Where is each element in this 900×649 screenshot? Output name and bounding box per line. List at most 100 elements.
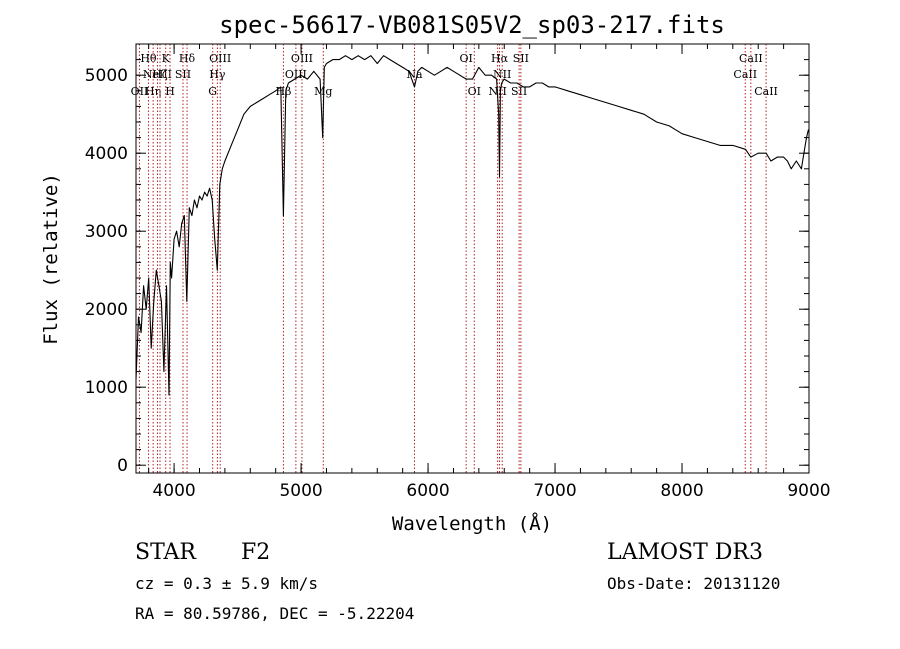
spectral-line-label: Hζ bbox=[152, 68, 168, 81]
spectral-line-label: SII bbox=[513, 52, 529, 65]
x-tick-label: 5000 bbox=[279, 481, 322, 501]
flux-data-point bbox=[307, 78, 308, 80]
flux-data-point bbox=[173, 238, 175, 240]
flux-data-point bbox=[498, 113, 500, 115]
spectral-line-label: CaII bbox=[733, 68, 757, 81]
x-tick-label: 8000 bbox=[660, 481, 703, 501]
flux-data-point bbox=[249, 106, 251, 107]
flux-data-point bbox=[491, 74, 492, 76]
flux-data-point bbox=[496, 78, 497, 80]
spectral-line-label: OI bbox=[459, 52, 472, 65]
flux-data-point bbox=[357, 55, 359, 57]
spectral-line-label: CaII bbox=[754, 85, 778, 98]
flux-data-point bbox=[166, 285, 167, 287]
flux-data-point bbox=[322, 137, 324, 139]
spectral-line-label: OIII bbox=[291, 52, 313, 65]
y-tick-label: 5000 bbox=[85, 66, 128, 86]
flux-data-point bbox=[268, 94, 270, 96]
spectral-line-label: NII bbox=[493, 68, 511, 81]
flux-data-point bbox=[459, 74, 461, 76]
flux-data-point bbox=[522, 86, 524, 88]
flux-data-point bbox=[206, 195, 208, 197]
flux-data-point bbox=[510, 82, 511, 84]
flux-data-point bbox=[256, 102, 257, 103]
flux-data-point bbox=[199, 195, 200, 197]
flux-data-point bbox=[592, 98, 594, 99]
flux-data-point bbox=[332, 59, 334, 60]
flux-data-point bbox=[681, 133, 683, 135]
flux-data-point bbox=[138, 316, 139, 318]
flux-data-point bbox=[262, 98, 264, 99]
chart-title: spec-56617-VB081S05V2_sp03-217.fits bbox=[219, 11, 725, 39]
flux-data-point bbox=[776, 156, 778, 158]
flux-data-point bbox=[707, 141, 708, 142]
redshift-text: cz = 0.3 ± 5.9 km/s bbox=[135, 574, 319, 593]
y-tick-label: 3000 bbox=[85, 222, 128, 242]
spectral-line-label: Na bbox=[406, 68, 423, 81]
flux-data-point bbox=[243, 113, 245, 115]
flux-data-point bbox=[285, 90, 287, 92]
flux-data-point bbox=[656, 121, 657, 123]
flux-data-point bbox=[288, 82, 289, 84]
x-tick-label: 4000 bbox=[152, 481, 195, 501]
flux-data-point bbox=[440, 70, 442, 72]
flux-data-point bbox=[408, 70, 410, 72]
flux-data-point bbox=[427, 70, 429, 72]
flux-data-point bbox=[472, 78, 473, 80]
flux-data-point bbox=[434, 74, 435, 76]
flux-data-point bbox=[370, 55, 372, 57]
spectral-line-label: Hδ bbox=[179, 52, 196, 65]
spectral-line-label: SII bbox=[511, 85, 527, 98]
flux-data-point bbox=[548, 86, 550, 88]
x-tick-label: 7000 bbox=[533, 481, 576, 501]
series-layer bbox=[135, 55, 809, 396]
flux-data-point bbox=[503, 78, 505, 80]
flux-data-point bbox=[414, 86, 415, 88]
x-tick-label: 9000 bbox=[787, 481, 830, 501]
flux-data-point bbox=[158, 285, 160, 287]
flux-data-point bbox=[221, 168, 223, 170]
flux-data-point bbox=[580, 94, 581, 96]
flux-data-point bbox=[395, 63, 397, 64]
obs-date: Obs-Date: 20131120 bbox=[607, 574, 781, 593]
x-axis-label: Wavelength (Å) bbox=[392, 512, 552, 535]
flux-data-point bbox=[194, 199, 195, 201]
flux-data-point bbox=[790, 168, 792, 170]
flux-data-point bbox=[345, 55, 346, 57]
object-class: STAR bbox=[135, 540, 196, 565]
spectral-line-label: OIII bbox=[209, 52, 231, 65]
flux-data-point bbox=[280, 86, 282, 88]
flux-data-point bbox=[275, 90, 277, 92]
flux-data-point bbox=[478, 67, 480, 68]
flux-data-point bbox=[694, 137, 696, 139]
flux-data-point bbox=[535, 82, 537, 84]
flux-data-point bbox=[326, 63, 327, 64]
flux-data-point bbox=[219, 184, 221, 185]
flux-data-point bbox=[417, 70, 419, 72]
spectral-line-label: H bbox=[165, 85, 175, 98]
flux-data-point bbox=[211, 199, 213, 201]
flux-data-point bbox=[224, 160, 226, 162]
flux-data-point bbox=[201, 199, 203, 201]
flux-data-point bbox=[178, 246, 180, 248]
flux-data-point bbox=[283, 215, 284, 217]
spectral-line-label: CaII bbox=[739, 52, 763, 65]
plot-frame bbox=[135, 43, 810, 474]
flux-data-point bbox=[214, 238, 216, 240]
flux-data-point bbox=[618, 106, 619, 107]
flux-data-point bbox=[148, 277, 150, 279]
y-tick-label: 1000 bbox=[85, 378, 128, 398]
flux-data-point bbox=[801, 168, 802, 170]
flux-data-point bbox=[465, 78, 467, 80]
spectral-line-label: OII bbox=[131, 85, 149, 98]
flux-data-point bbox=[402, 67, 404, 68]
flux-data-point bbox=[605, 102, 607, 103]
spectral-line-label: Hα bbox=[491, 52, 509, 65]
flux-data-point bbox=[668, 125, 670, 127]
flux-data-point bbox=[209, 187, 211, 189]
flux-data-point bbox=[168, 394, 170, 396]
flux-data-point bbox=[643, 113, 645, 115]
flux-data-point bbox=[364, 59, 365, 60]
spectral-line-label: Hγ bbox=[209, 68, 226, 81]
